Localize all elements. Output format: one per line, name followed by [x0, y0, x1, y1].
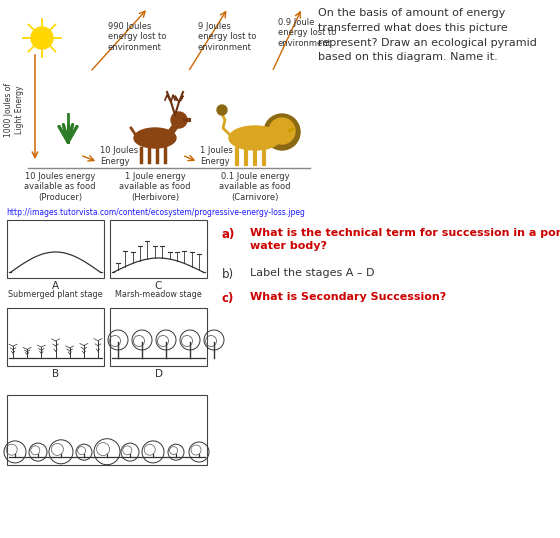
Text: D: D [155, 369, 162, 379]
Bar [7, 220, 104, 278]
Text: 1 Joules
Energy: 1 Joules Energy [200, 146, 233, 166]
Bar [7, 308, 104, 366]
Text: 1000 Joules of
Light Energy: 1000 Joules of Light Energy [4, 83, 24, 137]
Ellipse shape [134, 128, 176, 148]
Text: 1 Joule energy
available as food
(Herbivore): 1 Joule energy available as food (Herbiv… [119, 172, 191, 202]
Bar [110, 308, 207, 366]
Text: http://images.tutorvista.com/content/ecosystem/progressive-energy-loss.jpeg: http://images.tutorvista.com/content/eco… [6, 208, 305, 217]
Circle shape [217, 105, 227, 115]
Bar [110, 220, 207, 278]
Text: A: A [52, 281, 59, 291]
Text: 990 Joules
energy lost to
environment: 990 Joules energy lost to environment [108, 22, 166, 52]
Text: Marsh-meadow stage: Marsh-meadow stage [115, 290, 202, 299]
Text: What is the technical term for succession in a pond /
water body?: What is the technical term for successio… [250, 228, 560, 251]
Text: B: B [52, 369, 59, 379]
Text: Submerged plant stage: Submerged plant stage [8, 290, 103, 299]
Text: C: C [155, 281, 162, 291]
Circle shape [171, 112, 187, 128]
Circle shape [31, 27, 53, 49]
Ellipse shape [229, 126, 281, 150]
Circle shape [269, 118, 295, 144]
Bar [7, 395, 207, 465]
Text: c): c) [222, 292, 235, 305]
Text: 0.1 Joule energy
available as food
(Carnivore): 0.1 Joule energy available as food (Carn… [220, 172, 291, 202]
Text: What is Secondary Succession?: What is Secondary Succession? [250, 292, 446, 302]
Text: a): a) [222, 228, 235, 241]
Circle shape [264, 114, 300, 150]
Text: 10 Joules energy
available as food
(Producer): 10 Joules energy available as food (Prod… [24, 172, 96, 202]
Text: b): b) [222, 268, 234, 281]
Text: 0.9 Joule
energy lost to
environment: 0.9 Joule energy lost to environment [278, 18, 337, 48]
Text: On the basis of amount of energy
transferred what does this picture
represent? D: On the basis of amount of energy transfe… [318, 8, 537, 62]
Text: 10 Joules
Energy: 10 Joules Energy [100, 146, 138, 166]
Text: 9 Joules
energy lost to
environment: 9 Joules energy lost to environment [198, 22, 256, 52]
Text: Label the stages A – D: Label the stages A – D [250, 268, 375, 278]
